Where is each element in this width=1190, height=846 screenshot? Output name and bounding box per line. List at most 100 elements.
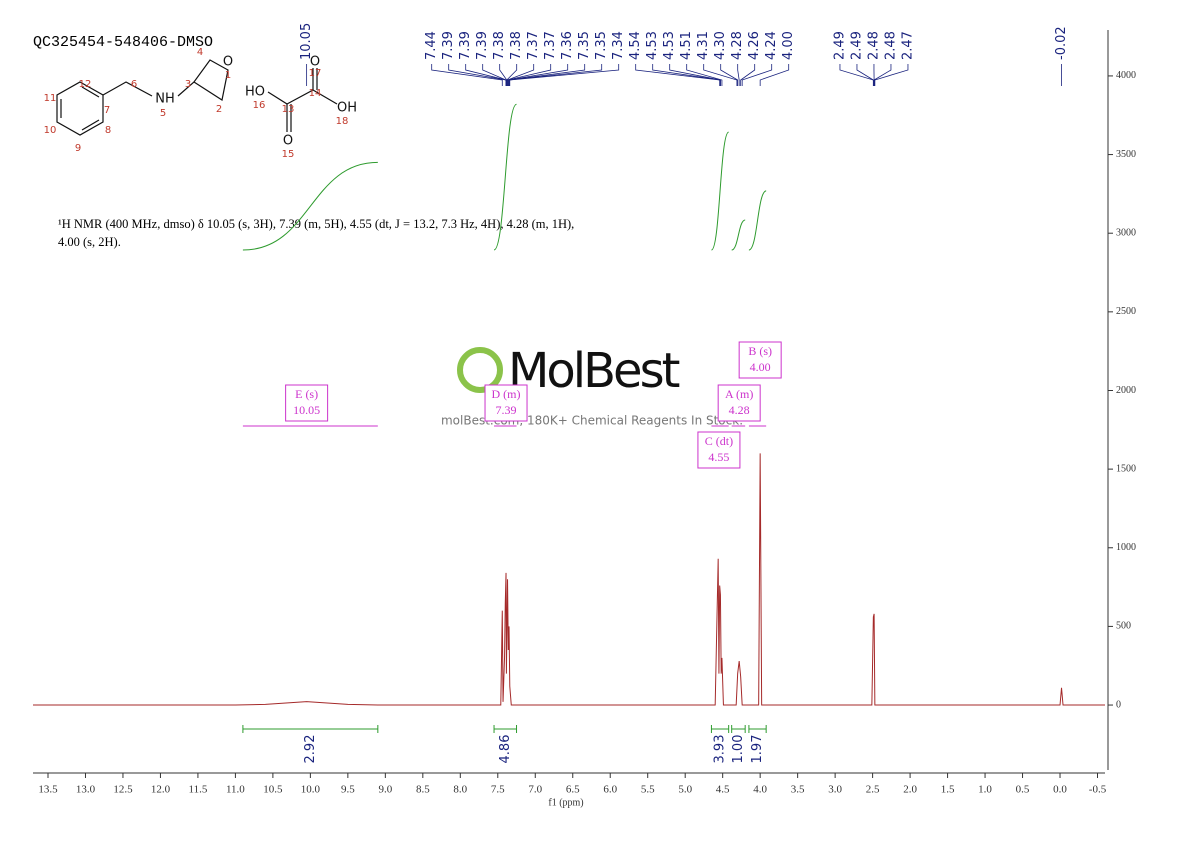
x-tick-label: 0.0 [1053,784,1067,796]
x-tick-label: 10.0 [301,784,321,796]
peak-label: 4.28 [730,31,745,60]
peak-connector [432,64,503,86]
y-tick-label: 0 [1116,699,1121,710]
chart-title: QC325454-548406-DMSO [33,34,213,51]
peak-label: 7.39 [458,31,473,60]
bond [103,82,152,96]
peak-connector [687,64,722,86]
peak-label: 7.35 [594,31,609,60]
x-tick-label: 9.5 [341,784,355,796]
peak-connector [510,64,619,86]
y-tick-label: 3500 [1116,149,1136,160]
peak-connector [760,64,789,86]
x-tick-label: 3.0 [828,784,842,796]
x-tick-label: 0.5 [1016,784,1030,796]
atom-number: 14 [309,88,322,99]
x-tick-label: 12.5 [113,784,133,796]
y-tick-label: 1000 [1116,542,1136,553]
peak-label: 4.31 [696,31,711,60]
x-tick-label: 10.5 [263,784,283,796]
atom-number: 15 [282,149,295,160]
x-tick-label: 13.0 [76,784,96,796]
atom-number: 2 [216,104,222,115]
peak-connector [509,64,602,86]
x-axis-label: f1 (ppm) [548,797,583,808]
atom-number: 16 [253,100,266,111]
x-tick-label: 7.0 [528,784,542,796]
integral-curve [243,162,378,250]
x-tick-label: 4.5 [716,784,730,796]
x-tick-label: -0.5 [1089,784,1107,796]
multiplet-label: D (m) [492,387,521,401]
multiplet-label: A (m) [725,387,753,401]
integral-label: 2.92 [303,735,318,764]
y-tick-label: 2500 [1116,306,1136,317]
atom-number: 4 [197,47,203,58]
y-tick-label: 1500 [1116,463,1136,474]
peak-label: 4.53 [645,31,660,60]
x-tick-label: 4.0 [753,784,767,796]
peak-connector [742,64,772,86]
peak-label: 7.34 [611,31,626,60]
peak-label: 4.00 [781,31,796,60]
y-tick-label: 3000 [1116,228,1136,239]
peak-label: 2.47 [900,31,915,60]
peak-label: 2.49 [832,31,847,60]
peak-connector [449,64,506,86]
multiplet-label: E (s) [295,387,318,401]
atom-number: 7 [104,105,110,116]
x-tick-label: 11.0 [226,784,245,796]
watermark-logo: MolBest [508,343,680,399]
x-tick-label: 5.0 [678,784,692,796]
x-tick-label: 2.0 [903,784,917,796]
watermark-logo [460,350,500,390]
x-tick-label: 7.5 [491,784,505,796]
peak-label: 7.44 [424,31,439,60]
atom-label: OH [337,101,357,116]
peak-label: 2.48 [883,31,898,60]
integral-label: 1.00 [731,735,746,764]
x-tick-label: 13.5 [38,784,58,796]
integral-curve [732,220,745,250]
multiplet-shift: 10.05 [293,403,320,417]
x-tick-label: 1.0 [978,784,992,796]
x-tick-label: 11.5 [189,784,208,796]
atom-number: 3 [185,79,191,90]
multiplet-label: C (dt) [705,434,733,448]
integral-curve [711,132,728,250]
peak-label: 7.39 [475,31,490,60]
x-tick-label: 8.0 [453,784,467,796]
atom-number: 9 [75,143,81,154]
peak-label: 7.39 [441,31,456,60]
peak-connector [874,64,891,86]
peak-label: 2.48 [866,31,881,60]
integral-curve [749,191,766,250]
integral-label: 3.93 [713,735,728,764]
atom-label: O [283,134,293,149]
description: ¹H NMR (400 MHz, dmso) δ 10.05 (s, 3H), … [58,217,574,231]
multiplet-shift: 7.39 [496,403,517,417]
x-tick-label: 6.5 [566,784,580,796]
x-tick-label: 8.5 [416,784,430,796]
atom-number: 12 [79,79,92,90]
x-tick-label: 1.5 [941,784,955,796]
peak-label: 7.38 [492,31,507,60]
peak-label: 10.05 [299,23,314,60]
atom-number: 18 [336,116,349,127]
atom-number: 10 [44,125,57,136]
peak-label: 4.30 [713,31,728,60]
x-tick-label: 12.0 [151,784,171,796]
x-tick-label: 2.5 [866,784,880,796]
x-tick-label: 6.0 [603,784,617,796]
peak-label: 7.38 [509,31,524,60]
atom-number: 1 [225,70,231,81]
spectrum-line [33,453,1105,705]
y-tick-label: 500 [1116,621,1131,632]
atom-number: 13 [282,104,295,115]
atom-number: 11 [44,93,57,104]
peak-label: 4.26 [747,31,762,60]
x-tick-label: 5.5 [641,784,655,796]
peak-label: 7.37 [526,31,541,60]
peak-connector [741,64,755,86]
